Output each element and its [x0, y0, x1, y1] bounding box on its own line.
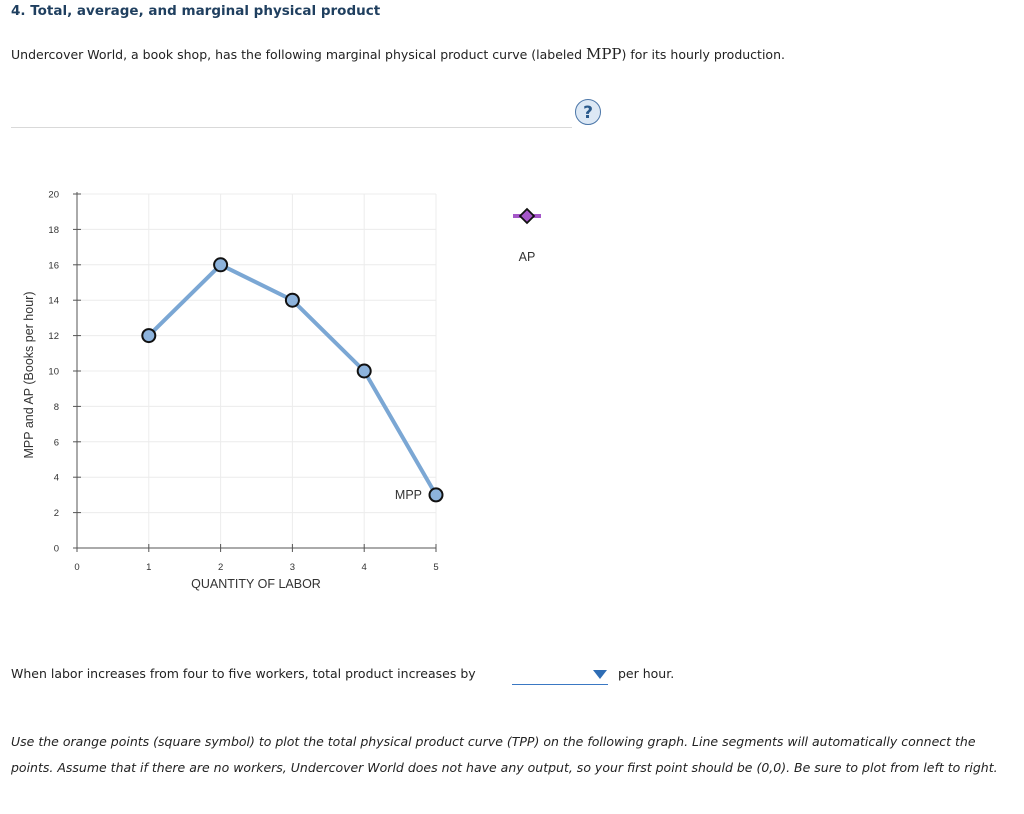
question-suffix: per hour.	[618, 666, 675, 681]
x-tick-label: 1	[146, 562, 151, 573]
mpp-point[interactable]	[428, 487, 444, 503]
y-tick-label: 10	[48, 367, 59, 378]
y-tick-label: 18	[48, 225, 59, 236]
section-divider	[11, 127, 572, 128]
mpp-point[interactable]	[284, 292, 300, 308]
x-tick-label: 2	[218, 562, 223, 573]
x-tick-label: 3	[290, 562, 295, 573]
x-tick-label: 5	[433, 562, 438, 573]
x-axis-label: QUANTITY OF LABOR	[191, 577, 321, 591]
x-tick-label: 4	[362, 562, 367, 573]
chart-series: MPP	[141, 257, 444, 503]
chart-axes	[76, 192, 436, 549]
y-tick-label: 2	[54, 508, 59, 519]
mpp-curve-label: MPP	[395, 488, 422, 502]
y-tick-label: 8	[54, 402, 59, 413]
mpp-point[interactable]	[213, 257, 229, 273]
y-tick-label: 0	[54, 544, 59, 555]
x-tick-label: 0	[74, 562, 79, 573]
ap-legend-label: AP	[519, 250, 536, 264]
tp-increase-dropdown[interactable]	[512, 664, 608, 685]
mpp-point[interactable]	[141, 328, 157, 344]
question-text: When labor increases from four to five w…	[11, 666, 476, 681]
y-axis-label: MPP and AP (Books per hour)	[22, 292, 36, 459]
y-tick-label: 12	[48, 331, 59, 342]
ap-diamond-icon[interactable]	[518, 207, 536, 225]
mpp-point[interactable]	[356, 363, 372, 379]
chart-grid	[77, 193, 437, 548]
intro-mpp-label: MPP	[585, 45, 622, 63]
y-tick-label: 14	[48, 296, 59, 307]
intro-text-before: Undercover World, a book shop, has the f…	[11, 47, 586, 62]
intro-text: Undercover World, a book shop, has the f…	[11, 45, 785, 63]
section-title: 4. Total, average, and marginal physical…	[11, 3, 381, 19]
intro-text-after: ) for its hourly production.	[621, 47, 785, 62]
help-button[interactable]: ?	[575, 99, 601, 125]
chart-legend[interactable]: AP	[513, 207, 541, 264]
instructions-text: Use the orange points (square symbol) to…	[11, 734, 998, 775]
y-tick-label: 20	[48, 190, 59, 201]
dropdown-arrow-icon[interactable]	[593, 670, 607, 679]
y-tick-label: 6	[54, 437, 59, 448]
y-tick-label: 4	[54, 473, 59, 484]
y-tick-label: 16	[48, 260, 59, 271]
